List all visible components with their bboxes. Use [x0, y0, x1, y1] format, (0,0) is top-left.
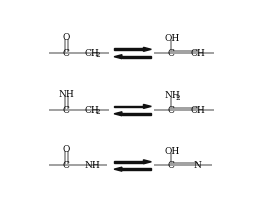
- Text: OH: OH: [164, 147, 179, 156]
- Polygon shape: [114, 106, 143, 107]
- Polygon shape: [122, 168, 151, 170]
- Polygon shape: [122, 113, 151, 115]
- Text: NH: NH: [164, 91, 180, 100]
- Polygon shape: [122, 56, 151, 58]
- Text: CH: CH: [191, 49, 205, 58]
- Text: CH: CH: [191, 106, 205, 115]
- Text: NH: NH: [84, 161, 100, 170]
- Text: 2: 2: [96, 51, 100, 59]
- Text: CH: CH: [85, 49, 100, 58]
- Text: C: C: [62, 161, 69, 170]
- Polygon shape: [114, 48, 143, 50]
- Text: CH: CH: [85, 106, 100, 115]
- Polygon shape: [114, 161, 143, 163]
- Text: C: C: [168, 106, 174, 115]
- Polygon shape: [143, 47, 151, 51]
- Polygon shape: [143, 104, 151, 108]
- Text: N: N: [194, 161, 202, 170]
- Text: C: C: [168, 49, 174, 58]
- Text: 2: 2: [96, 108, 100, 116]
- Text: C: C: [168, 161, 174, 170]
- Text: C: C: [62, 106, 69, 115]
- Polygon shape: [114, 167, 122, 171]
- Text: 2: 2: [175, 94, 180, 102]
- Polygon shape: [114, 112, 122, 116]
- Text: O: O: [62, 32, 70, 42]
- Text: OH: OH: [164, 34, 179, 43]
- Text: NH: NH: [58, 90, 74, 99]
- Polygon shape: [143, 160, 151, 164]
- Text: O: O: [62, 145, 70, 154]
- Polygon shape: [114, 55, 122, 59]
- Text: C: C: [62, 49, 69, 58]
